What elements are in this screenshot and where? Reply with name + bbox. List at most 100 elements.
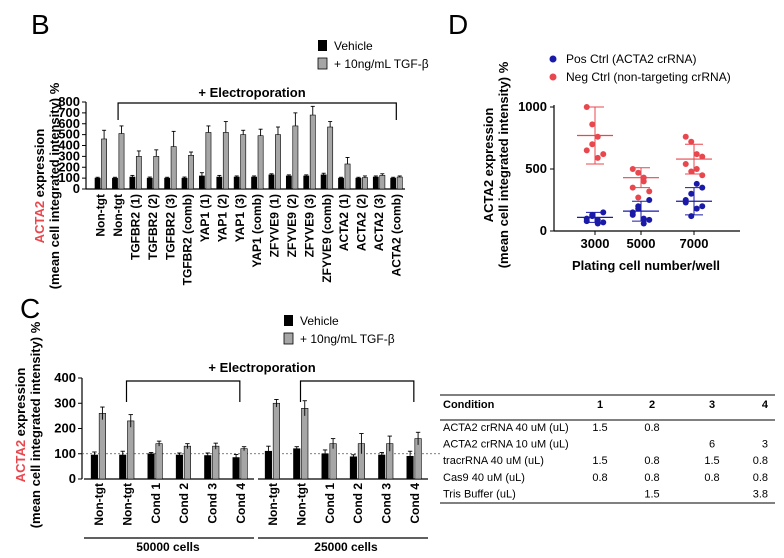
panel-b-bar-tgf [135,156,142,190]
legend-b-tgf-swatch [317,57,328,70]
table-cell: 0.8 [753,472,768,484]
condition-table: Condition 1 2 3 4 ACTA2 crRNA 40 uM (uL) 1.5 0.… [440,394,775,504]
panel-b-bar-tgf [153,156,160,190]
table-cell: 1.5 [592,422,607,434]
panel-b-category-label: YAP1 (3) [233,194,247,242]
panel-b-category-label: YAP1 (2) [215,194,229,242]
panel-b-bar-tgf [362,177,368,190]
panel-c-bracket [125,380,241,402]
panel-b-bar-vehicle [112,177,118,190]
panel-b-bar-vehicle [199,175,205,190]
panel-d-point-neg [699,153,706,160]
panel-d-point-pos [699,203,706,210]
panel-b-ytick-label: 400 [58,138,80,153]
table-header-cell: 3 [709,399,715,411]
panel-d-ytick-label: 1000 [518,99,547,114]
table-cell: 1.5 [644,488,659,500]
panel-b-ytick-label: 300 [58,148,80,163]
panel-b-bar-vehicle [338,177,344,190]
panel-d-ylabel: ACTA2 expression [481,108,496,223]
table-cell: 0.8 [704,472,719,484]
panel-b-bar-vehicle [164,177,171,190]
panel-c-bar-tgf [127,420,135,480]
panel-b-ytick-label: 0 [73,181,80,196]
table-header-cell: 1 [597,399,603,411]
panel-b-bar-tgf [275,134,281,190]
panel-b-bar-vehicle [216,176,223,190]
panel-b-bar-tgf [396,176,403,190]
panel-c-ylabel-line2: (mean cell integrated intensity) % [28,321,43,528]
legend-c-vehicle-swatch [284,315,293,326]
table-cell: 6 [709,439,715,451]
legend-d-neg: Neg Ctrl (non-targeting crRNA) [566,70,731,84]
panel-b-bracket-label: + Electroporation [198,85,305,100]
panel-c-bar-tgf [98,413,106,480]
panel-c-category-label: Cond 2 [351,483,365,524]
panel-d-point-pos [688,190,695,197]
panel-d-point-pos [635,205,642,212]
panel-c-bar-tgf [183,445,191,480]
panel-b-bar-tgf [188,154,194,190]
panel-d-point-neg [682,133,689,140]
table-cell: 0.8 [753,455,768,467]
panel-b-bar-vehicle [129,176,136,190]
panel-b-bar-vehicle [268,174,275,190]
panel-c-bar-vehicle [175,454,183,480]
panel-d-plot: 0 500 1000 3000 5000 7000 [518,99,740,251]
panel-d-xlabel: Plating cell number/well [572,258,720,273]
panel-b-bar-vehicle [251,176,257,190]
panel-c-bar-vehicle [147,453,155,480]
panel-b-bar-tgf [327,126,334,190]
panel-d-point-pos [693,205,700,212]
panel-d-xtick-label: 5000 [627,236,656,251]
panel-b-bar-tgf [292,125,299,190]
panel-b-bar-vehicle [233,176,240,190]
table-cell: 0.8 [592,472,607,484]
panel-d-point-neg [699,172,706,179]
panel-c-category-label: Non-tgt [295,483,309,526]
legend-b-vehicle-swatch [318,40,327,51]
panel-b-category-label: ACTA2 (2) [355,194,369,251]
panel-b-ylabel-red: ACTA2 [32,201,47,243]
panel-b-category-label: ZFYVE9 (2) [285,194,299,257]
panel-c-bar-vehicle [232,457,240,480]
panel-b-ytick-label: 800 [58,94,80,109]
panel-c-bar-tgf [212,445,220,480]
panel-d-point-neg [635,169,642,176]
panel-b-bar-vehicle [320,174,327,190]
panel-b-category-label: ZFYVE9 (comb) [320,194,334,283]
panel-c-category-label: Cond 1 [149,483,163,524]
table-header-cell: 2 [649,399,655,411]
panel-d-point-pos [682,197,689,203]
panel-c-bar-vehicle [90,454,98,480]
panel-c-ylabel-red: ACTA2 [13,440,28,482]
table-row-label: ACTA2 crRNA 10 uM (uL) [443,439,569,451]
panel-d-point-pos [693,180,700,187]
panel-b-bar-tgf [118,133,125,190]
panel-b-ylabel-line2: (mean cell integrated intensity) % [47,82,62,289]
panel-d-point-neg [589,121,596,128]
panel-c-bar-tgf [240,448,248,480]
table-header-cell: Condition [443,399,495,411]
panel-b-category-label: ZFYVE9 (3) [302,194,316,257]
table-cell: 1.5 [704,455,719,467]
panel-c-bar-tgf [272,402,280,480]
panel-c-bracket [299,380,415,402]
panel-b-bar-tgf [344,163,351,190]
panel-c-category-label: Non-tgt [266,483,280,526]
panel-b-ytick-label: 200 [58,159,80,174]
panel-c-ytick-label: 0 [69,471,76,486]
table-row-label: Cas9 40 uM (uL) [443,472,525,484]
legend-b-tgf: + 10ng/mL TGF-β [334,57,429,71]
panel-d-xtick-label: 7000 [680,236,709,251]
panel-d-point-neg [594,154,601,161]
panel-d-point-pos [646,216,653,223]
table-cell: 3.8 [753,488,768,500]
panel-d-ytick-label: 0 [540,223,547,238]
panel-b-bar-vehicle [94,177,101,190]
panel-b-category-label: ACTA2 (comb) [389,194,403,276]
panel-c-ylabel-rest: expression [13,368,28,440]
panel-c-bar-vehicle [204,455,212,480]
panel-b-bar-tgf [240,134,247,190]
